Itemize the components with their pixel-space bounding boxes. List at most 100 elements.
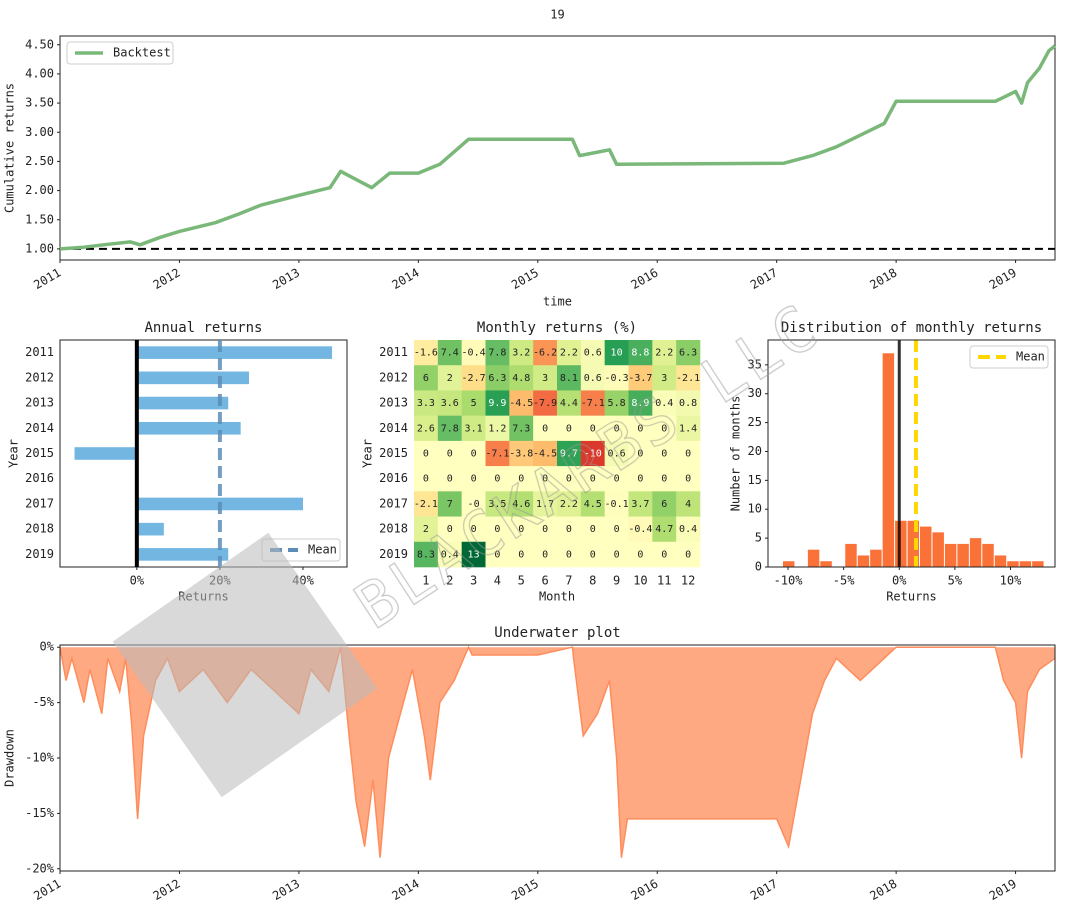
cell-label: -7.9 xyxy=(533,398,557,409)
bar xyxy=(136,396,229,410)
cell-label: 0 xyxy=(590,549,596,560)
heatmap-cell xyxy=(676,516,701,543)
cell-label: 6.3 xyxy=(679,348,697,359)
heatmap-cell xyxy=(461,541,486,568)
histogram-bar xyxy=(895,520,907,567)
x-tick-label: 9 xyxy=(613,574,620,588)
cell-label: 0 xyxy=(614,549,620,560)
cell-label: 0 xyxy=(661,423,667,434)
heatmap-cell xyxy=(557,541,582,568)
heatmap-cell xyxy=(437,365,462,391)
histogram-bar xyxy=(920,526,932,567)
cell-label: 0.4 xyxy=(655,398,673,409)
legend-box xyxy=(969,345,1049,369)
cell-label: 0 xyxy=(423,474,429,485)
histogram-bar xyxy=(1007,561,1019,567)
heatmap-cell xyxy=(652,491,677,517)
cell-label: -6.2 xyxy=(533,348,557,359)
x-tick-label: 10 xyxy=(633,574,647,588)
y-tick-label: -10% xyxy=(25,751,55,765)
heatmap-cell xyxy=(628,440,653,467)
y-tick-label: 2012 xyxy=(25,370,54,384)
histogram-bar xyxy=(807,549,820,567)
y-tick-label: 15 xyxy=(748,473,762,487)
cell-label: 9.7 xyxy=(560,449,578,460)
x-axis-label: time xyxy=(543,295,572,309)
y-axis-label: Number of months xyxy=(729,396,743,512)
chart-title: Annual returns xyxy=(144,320,262,336)
cell-label: 0 xyxy=(518,474,524,485)
cell-label: 7.3 xyxy=(512,423,530,434)
y-tick-label: 25 xyxy=(748,415,762,429)
x-tick-label: 6 xyxy=(541,574,548,588)
heatmap-cell xyxy=(580,440,605,467)
heatmap-cell xyxy=(414,516,439,543)
legend-box xyxy=(66,41,174,65)
watermark-logo xyxy=(112,532,378,798)
cell-label: 0 xyxy=(494,524,500,535)
heatmap-cell xyxy=(485,340,510,366)
heatmap-cell xyxy=(676,390,701,416)
y-tick-label: 2013 xyxy=(379,396,408,410)
heatmap-cell xyxy=(461,516,486,543)
heatmap-cell xyxy=(652,390,677,416)
bar xyxy=(136,548,229,561)
cell-label: -7.1 xyxy=(485,449,509,460)
cell-label: -2.7 xyxy=(462,373,486,384)
heatmap-cell xyxy=(652,466,677,492)
cell-label: 5 xyxy=(471,398,477,409)
bar xyxy=(74,447,137,460)
y-tick-label: 1.00 xyxy=(25,241,54,255)
cell-label: 0 xyxy=(566,549,572,560)
heatmap-cell xyxy=(461,390,486,416)
bar xyxy=(136,346,333,359)
heatmap-cell xyxy=(580,541,605,568)
heatmap-cell xyxy=(461,440,486,467)
cell-label: 0 xyxy=(447,524,453,535)
line-series xyxy=(59,44,1057,251)
cell-label: 0.6 xyxy=(584,373,602,384)
cell-label: 0 xyxy=(614,423,620,434)
cell-label: 2.6 xyxy=(417,423,435,434)
cell-label: 13 xyxy=(468,549,480,560)
heatmap-cell xyxy=(533,390,558,416)
heatmap-cell xyxy=(485,440,510,467)
heatmap-cell xyxy=(485,491,510,517)
heatmap-cell xyxy=(604,466,629,492)
bar xyxy=(136,522,164,536)
heatmap-cell xyxy=(604,491,629,517)
heatmap-cell xyxy=(557,415,582,442)
y-tick-label: 5 xyxy=(755,531,762,545)
histogram-bar xyxy=(845,543,857,567)
cell-label: -3.7 xyxy=(628,373,652,384)
y-tick-label: 20 xyxy=(748,444,762,458)
heatmap-cell xyxy=(414,390,439,416)
heatmap-cell xyxy=(414,365,439,391)
cell-label: 0.6 xyxy=(608,449,626,460)
y-tick-label: 0 xyxy=(755,560,762,574)
heatmap-cell xyxy=(437,491,462,517)
heatmap-cell xyxy=(509,491,534,517)
cell-label: 0 xyxy=(590,423,596,434)
cell-label: 0 xyxy=(471,449,477,460)
heatmap-cell xyxy=(414,415,439,442)
cell-label: 0 xyxy=(661,549,667,560)
cell-label: 6.3 xyxy=(488,373,506,384)
histogram-bar xyxy=(882,353,895,567)
cell-label: 7 xyxy=(447,499,453,510)
cell-label: 0 xyxy=(471,474,477,485)
bar xyxy=(136,421,241,435)
cell-label: 2.2 xyxy=(655,348,673,359)
heatmap-cell xyxy=(676,440,701,467)
heatmap-cell xyxy=(557,390,582,416)
heatmap-cell xyxy=(604,390,629,416)
heatmap-cell xyxy=(580,340,605,366)
histogram-bar xyxy=(870,549,882,567)
y-tick-label: 2.50 xyxy=(25,154,54,168)
cell-label: 2.2 xyxy=(560,348,578,359)
heatmap-cell xyxy=(557,440,582,467)
heatmap-cell xyxy=(676,491,701,517)
cell-label: -4.5 xyxy=(509,398,533,409)
heatmap-cell xyxy=(628,491,653,517)
